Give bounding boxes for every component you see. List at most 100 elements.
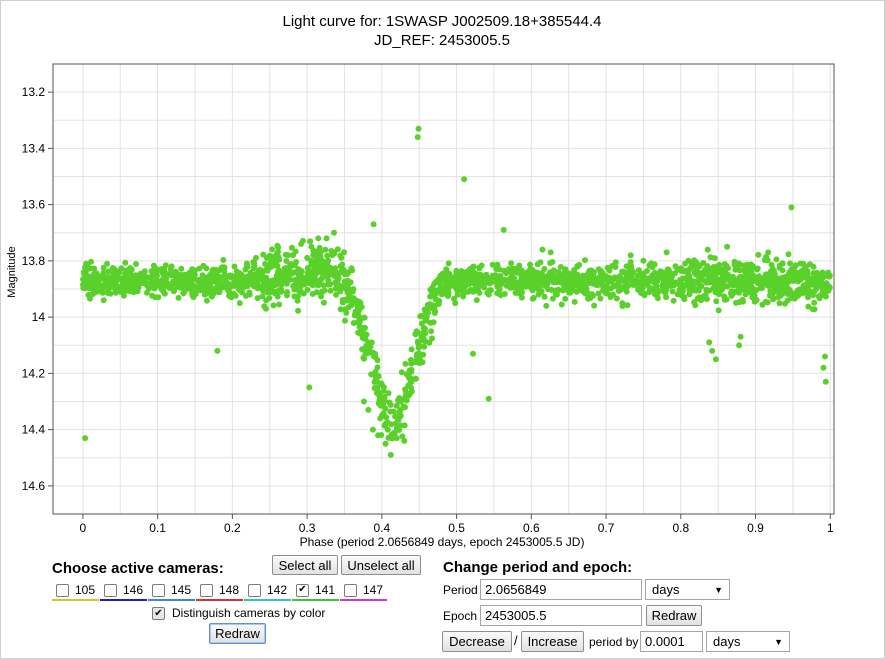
camera-option-141[interactable]: ✔ 141 [292, 580, 339, 601]
camera-option-145[interactable]: 145 [148, 580, 195, 601]
data-point [199, 272, 206, 279]
data-point [133, 261, 139, 267]
data-point [486, 275, 493, 281]
camera-option-146[interactable]: 146 [100, 580, 147, 601]
data-point [640, 257, 647, 264]
data-point [715, 307, 722, 314]
data-point [298, 241, 305, 247]
camera-label: 148 [219, 583, 240, 597]
data-point [208, 277, 215, 284]
period-unit-select[interactable]: days ▼ [645, 579, 730, 600]
data-point [307, 238, 314, 245]
data-point [186, 269, 193, 276]
data-point [625, 282, 632, 289]
data-point [100, 297, 107, 304]
data-point [424, 301, 431, 308]
data-point [623, 263, 630, 270]
step-input[interactable]: 0.0001 [640, 631, 703, 652]
data-point [670, 297, 677, 304]
data-point [784, 297, 791, 304]
data-point [730, 273, 736, 280]
data-point [345, 280, 352, 287]
data-point [157, 282, 164, 289]
data-point [397, 398, 404, 405]
step-unit-select[interactable]: days ▼ [706, 631, 790, 652]
data-point [97, 273, 104, 280]
data-point [700, 295, 707, 302]
data-point [710, 275, 717, 282]
data-point [330, 249, 337, 256]
epoch-input[interactable]: 2453005.5 [480, 605, 642, 626]
data-point [552, 290, 559, 297]
data-point [243, 264, 250, 271]
data-point [562, 295, 569, 302]
increase-button[interactable]: Increase [521, 631, 584, 652]
unselect-all-button[interactable]: Unselect all [341, 555, 421, 575]
data-point [154, 268, 161, 274]
camera-option-147[interactable]: 147 [340, 580, 387, 601]
data-point [783, 284, 790, 291]
data-point [696, 273, 703, 280]
data-point [513, 267, 520, 274]
data-point [334, 246, 341, 253]
data-point [196, 265, 203, 272]
select-all-button[interactable]: Select all [272, 555, 338, 575]
data-point [197, 287, 204, 294]
data-point [691, 257, 698, 264]
camera-checkbox[interactable] [104, 583, 117, 597]
data-point [737, 273, 744, 280]
data-point [312, 253, 319, 259]
camera-option-142[interactable]: 142 [244, 580, 291, 601]
data-point [465, 272, 472, 279]
data-point [776, 289, 783, 296]
data-point [231, 263, 238, 270]
camera-checkbox[interactable] [344, 583, 357, 597]
data-point [426, 339, 433, 346]
data-point [408, 360, 415, 367]
data-point [178, 265, 185, 272]
data-point [415, 350, 422, 357]
data-point [188, 278, 195, 285]
data-point [274, 293, 281, 300]
camera-checkbox[interactable] [248, 583, 261, 597]
cameras-redraw-button[interactable]: Redraw [209, 623, 266, 644]
data-point [820, 364, 827, 371]
data-point [492, 275, 499, 282]
data-point [754, 265, 761, 272]
x-axis-ticks: 0 0.1 0.2 0.3 0.4 0.5 0.6 0.7 0.8 0.9 1 [80, 514, 834, 535]
data-point [534, 261, 541, 268]
data-point [285, 252, 292, 259]
period-input[interactable]: 2.0656849 [480, 579, 642, 600]
data-point [130, 276, 137, 283]
data-point [476, 289, 483, 296]
period-redraw-button[interactable]: Redraw [646, 605, 702, 626]
data-point [692, 302, 699, 309]
data-point [375, 373, 382, 380]
y-axis-label: Magnitude [6, 246, 18, 297]
data-point [811, 306, 818, 313]
camera-checkbox[interactable] [152, 583, 165, 597]
data-point [485, 395, 492, 402]
distinguish-cameras-option[interactable]: ✔ Distinguish cameras by color [152, 606, 325, 620]
data-point [278, 281, 285, 288]
data-point [740, 298, 746, 305]
camera-checkbox[interactable]: ✔ [296, 583, 309, 597]
data-point [685, 257, 692, 264]
data-point [611, 274, 618, 281]
decrease-button[interactable]: Decrease [442, 631, 512, 652]
data-point [567, 289, 574, 296]
camera-color-bar [196, 599, 243, 601]
data-point [435, 300, 442, 307]
distinguish-checkbox[interactable]: ✔ [152, 606, 165, 620]
data-point [570, 271, 576, 278]
camera-option-148[interactable]: 148 [196, 580, 243, 601]
data-point [704, 246, 711, 253]
camera-checkbox[interactable] [56, 583, 69, 597]
camera-option-105[interactable]: 105 [52, 580, 99, 601]
data-point [649, 264, 656, 271]
data-point [154, 272, 160, 279]
data-point [387, 401, 394, 408]
data-point [269, 246, 276, 253]
data-point [469, 264, 476, 271]
camera-checkbox[interactable] [200, 583, 213, 597]
